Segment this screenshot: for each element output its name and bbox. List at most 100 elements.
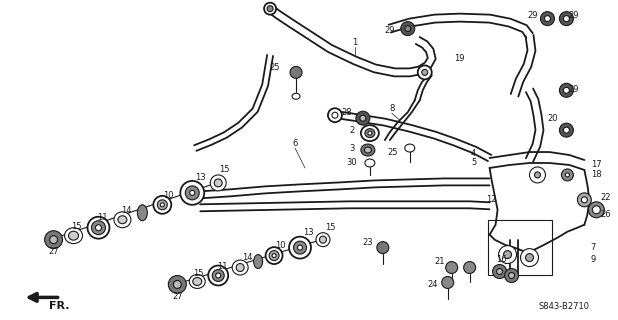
Text: 8: 8 bbox=[389, 104, 394, 113]
Ellipse shape bbox=[212, 269, 224, 282]
Text: 15: 15 bbox=[71, 222, 82, 231]
Text: 29: 29 bbox=[384, 26, 395, 35]
Text: 29: 29 bbox=[568, 85, 578, 94]
Ellipse shape bbox=[137, 205, 147, 221]
Text: 12: 12 bbox=[486, 195, 497, 204]
Text: 2: 2 bbox=[349, 126, 355, 135]
Circle shape bbox=[504, 268, 519, 283]
Ellipse shape bbox=[193, 277, 201, 285]
Ellipse shape bbox=[91, 221, 106, 235]
Circle shape bbox=[44, 231, 62, 249]
Circle shape bbox=[535, 172, 541, 178]
Text: 6: 6 bbox=[292, 139, 298, 148]
Ellipse shape bbox=[114, 212, 131, 228]
Ellipse shape bbox=[88, 217, 109, 239]
Text: 11: 11 bbox=[97, 213, 108, 222]
Ellipse shape bbox=[316, 233, 330, 247]
Circle shape bbox=[418, 65, 432, 79]
Text: 10: 10 bbox=[163, 191, 174, 200]
Ellipse shape bbox=[232, 260, 248, 275]
Circle shape bbox=[565, 173, 569, 177]
Ellipse shape bbox=[210, 175, 226, 191]
Text: 13: 13 bbox=[195, 173, 206, 182]
Circle shape bbox=[497, 268, 502, 275]
Ellipse shape bbox=[160, 203, 164, 207]
Text: 1: 1 bbox=[352, 38, 358, 47]
Circle shape bbox=[49, 236, 57, 244]
Text: 30: 30 bbox=[347, 158, 357, 167]
Text: 14: 14 bbox=[121, 206, 132, 215]
Circle shape bbox=[525, 253, 533, 261]
Circle shape bbox=[577, 193, 591, 207]
Circle shape bbox=[559, 123, 574, 137]
Circle shape bbox=[401, 22, 415, 36]
Ellipse shape bbox=[216, 273, 221, 278]
Circle shape bbox=[446, 261, 458, 274]
Ellipse shape bbox=[190, 190, 195, 195]
Text: 23: 23 bbox=[363, 238, 373, 247]
Text: 10: 10 bbox=[275, 241, 286, 250]
Text: 27: 27 bbox=[172, 292, 182, 301]
Circle shape bbox=[332, 112, 338, 118]
Text: 14: 14 bbox=[242, 253, 252, 262]
Circle shape bbox=[405, 26, 411, 32]
Ellipse shape bbox=[289, 237, 311, 259]
Text: 28: 28 bbox=[342, 108, 352, 117]
Ellipse shape bbox=[365, 147, 371, 153]
Text: 18: 18 bbox=[591, 171, 602, 180]
Circle shape bbox=[564, 16, 569, 22]
Circle shape bbox=[564, 87, 569, 93]
Text: 5: 5 bbox=[471, 158, 476, 167]
Circle shape bbox=[544, 16, 551, 22]
Ellipse shape bbox=[269, 251, 279, 260]
Ellipse shape bbox=[158, 200, 167, 210]
Circle shape bbox=[264, 3, 276, 15]
Ellipse shape bbox=[361, 125, 379, 141]
Circle shape bbox=[421, 69, 428, 76]
Ellipse shape bbox=[253, 255, 263, 268]
Circle shape bbox=[561, 169, 574, 181]
Text: 3: 3 bbox=[349, 144, 355, 153]
Circle shape bbox=[588, 202, 604, 218]
Ellipse shape bbox=[368, 131, 372, 135]
Circle shape bbox=[493, 265, 507, 278]
Circle shape bbox=[377, 242, 389, 253]
Bar bbox=[488, 220, 552, 275]
Text: 26: 26 bbox=[600, 210, 611, 219]
Circle shape bbox=[173, 280, 181, 288]
Text: 15: 15 bbox=[219, 165, 229, 174]
Ellipse shape bbox=[95, 225, 101, 231]
Ellipse shape bbox=[214, 179, 222, 187]
Circle shape bbox=[290, 67, 302, 78]
Text: 22: 22 bbox=[600, 193, 611, 202]
Circle shape bbox=[168, 276, 186, 293]
Circle shape bbox=[530, 167, 546, 183]
Ellipse shape bbox=[64, 228, 83, 244]
Text: 7: 7 bbox=[591, 243, 596, 252]
Ellipse shape bbox=[180, 181, 204, 205]
Text: 29: 29 bbox=[568, 11, 578, 20]
Text: 21: 21 bbox=[434, 257, 445, 266]
Text: 25: 25 bbox=[270, 63, 281, 72]
Ellipse shape bbox=[365, 129, 375, 138]
Ellipse shape bbox=[118, 216, 127, 224]
Ellipse shape bbox=[297, 245, 303, 250]
Text: 27: 27 bbox=[48, 247, 59, 256]
Text: FR.: FR. bbox=[49, 301, 69, 311]
Text: 20: 20 bbox=[547, 114, 557, 123]
Text: 25: 25 bbox=[387, 148, 398, 156]
Ellipse shape bbox=[272, 253, 276, 258]
Text: 24: 24 bbox=[428, 280, 438, 289]
Ellipse shape bbox=[266, 247, 282, 264]
Text: 17: 17 bbox=[591, 160, 602, 170]
Circle shape bbox=[559, 83, 574, 97]
Circle shape bbox=[564, 127, 569, 133]
Text: S843-B2710: S843-B2710 bbox=[539, 302, 590, 311]
Text: 19: 19 bbox=[454, 54, 465, 63]
Ellipse shape bbox=[294, 241, 307, 254]
Circle shape bbox=[442, 276, 454, 288]
Circle shape bbox=[593, 206, 600, 214]
Text: 15: 15 bbox=[193, 269, 203, 278]
Circle shape bbox=[541, 12, 554, 26]
Text: 15: 15 bbox=[324, 223, 335, 232]
